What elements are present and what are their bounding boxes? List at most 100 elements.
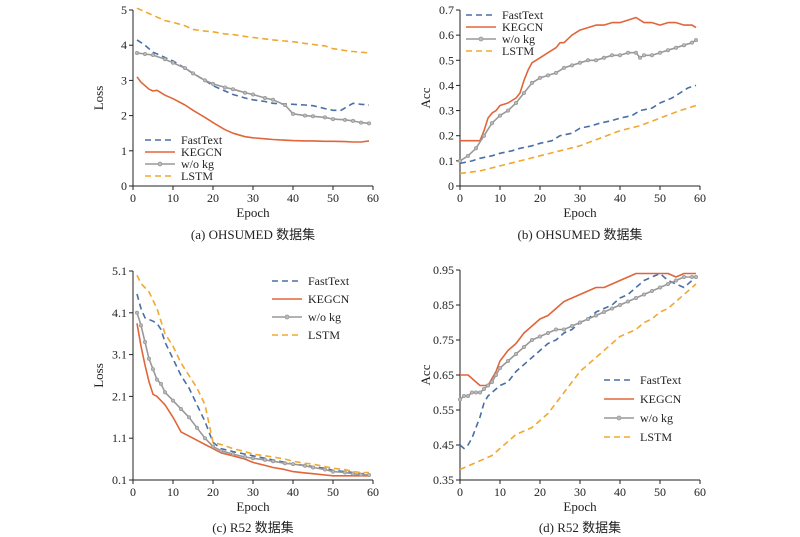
data-point	[270, 97, 275, 102]
data-point	[618, 53, 623, 58]
series-line-fasttext	[459, 272, 697, 450]
data-point	[342, 117, 347, 122]
data-point	[242, 455, 247, 460]
data-point	[146, 356, 151, 361]
data-point	[634, 50, 639, 55]
data-point	[690, 274, 695, 279]
data-point	[626, 299, 631, 304]
y-tick-label: 5.1	[112, 264, 127, 278]
x-tick-label: 50	[654, 485, 666, 499]
data-point	[242, 90, 247, 95]
data-point	[610, 306, 615, 311]
y-tick-label: 0.85	[433, 298, 454, 312]
y-tick-label: 0.65	[433, 368, 454, 382]
x-tick-label: 50	[327, 191, 339, 205]
data-point	[366, 121, 371, 126]
legend-label: KEGCN	[181, 145, 223, 159]
data-point	[322, 467, 327, 472]
y-axis-label: Acc	[418, 364, 433, 385]
y-tick-label: 0.7	[439, 3, 454, 17]
y-tick-label: 1	[121, 144, 127, 158]
data-point	[282, 103, 287, 108]
data-point	[186, 415, 191, 420]
data-point	[262, 96, 267, 101]
data-point	[473, 146, 478, 151]
data-point	[162, 57, 167, 62]
data-point	[134, 50, 139, 55]
data-point	[457, 397, 462, 402]
y-tick-label: 0.1	[439, 154, 454, 168]
x-tick-label: 30	[574, 191, 586, 205]
data-point	[682, 274, 687, 279]
data-point	[602, 55, 607, 60]
y-tick-label: 4	[121, 38, 127, 52]
data-point	[650, 53, 655, 58]
series-line-fasttext	[136, 39, 370, 112]
data-point	[465, 153, 470, 158]
data-point	[562, 65, 567, 70]
legend-label: FastText	[181, 133, 223, 147]
x-tick-label: 20	[207, 191, 219, 205]
data-point	[554, 327, 559, 332]
data-point	[202, 436, 207, 441]
y-tick-label: 0.6	[439, 28, 454, 42]
chart-panel-2: 0 0.1 0.2 0.3 0.4 0.5 0.6 0.7 0 10 20 30 40 50 60 Epoch…	[418, 3, 706, 242]
y-tick-label: 0	[121, 179, 127, 193]
legend-label: LSTM	[502, 44, 534, 58]
data-point	[626, 50, 631, 55]
data-point	[690, 40, 695, 45]
data-point	[350, 471, 355, 476]
y-axis-label: Acc	[418, 87, 433, 108]
series-line-lstm	[136, 274, 369, 474]
data-point	[674, 45, 679, 50]
y-tick-label: 0.3	[439, 104, 454, 118]
data-point	[170, 60, 175, 65]
y-tick-label: 0.45	[433, 438, 454, 452]
data-point	[493, 372, 498, 377]
data-point	[674, 278, 679, 283]
data-point	[505, 358, 510, 363]
y-tick-label: 2	[121, 109, 127, 123]
series-line-kegcn	[460, 16, 697, 142]
y-tick-label: 0.2	[439, 129, 454, 143]
panel-caption: (b) OHSUMED 数据集	[518, 227, 643, 242]
data-point	[530, 80, 535, 85]
legend-marker	[478, 36, 484, 42]
y-tick-label: 3	[121, 73, 127, 87]
data-point	[282, 461, 287, 466]
data-point	[514, 351, 519, 356]
data-point	[562, 327, 567, 332]
data-point	[497, 365, 502, 370]
x-axis-label: Epoch	[236, 205, 270, 220]
data-point	[302, 113, 307, 118]
data-point	[222, 85, 227, 90]
y-tick-label: 0.4	[439, 78, 454, 92]
y-tick-label: 0.35	[433, 473, 454, 487]
data-point	[530, 337, 535, 342]
chart-panel-3: 0.1 1.1 2.1 3.1 4.1 5.1 0 10 20 30 40 50 60 Epoch Loss…	[91, 264, 379, 535]
data-point	[154, 377, 159, 382]
legend-label: FastText	[308, 274, 350, 288]
y-tick-label: 0.95	[433, 263, 454, 277]
x-tick-label: 20	[534, 191, 546, 205]
x-tick-label: 40	[287, 485, 299, 499]
data-point	[694, 274, 699, 279]
data-point	[150, 53, 155, 58]
y-tick-label: 5	[121, 3, 127, 17]
series-line-kegcn	[460, 272, 696, 387]
data-point	[469, 390, 474, 395]
data-point	[158, 381, 163, 386]
legend-marker	[157, 161, 163, 167]
data-point	[658, 50, 663, 55]
data-point	[554, 70, 559, 75]
panel-caption: (c) R52 数据集	[212, 520, 294, 535]
data-point	[358, 472, 363, 477]
y-tick-label: 0.1	[112, 473, 127, 487]
y-tick-label: 3.1	[112, 348, 127, 362]
legend-label: w/o kg	[181, 157, 214, 171]
x-tick-label: 40	[287, 191, 299, 205]
data-point	[570, 63, 575, 68]
data-point	[178, 406, 183, 411]
